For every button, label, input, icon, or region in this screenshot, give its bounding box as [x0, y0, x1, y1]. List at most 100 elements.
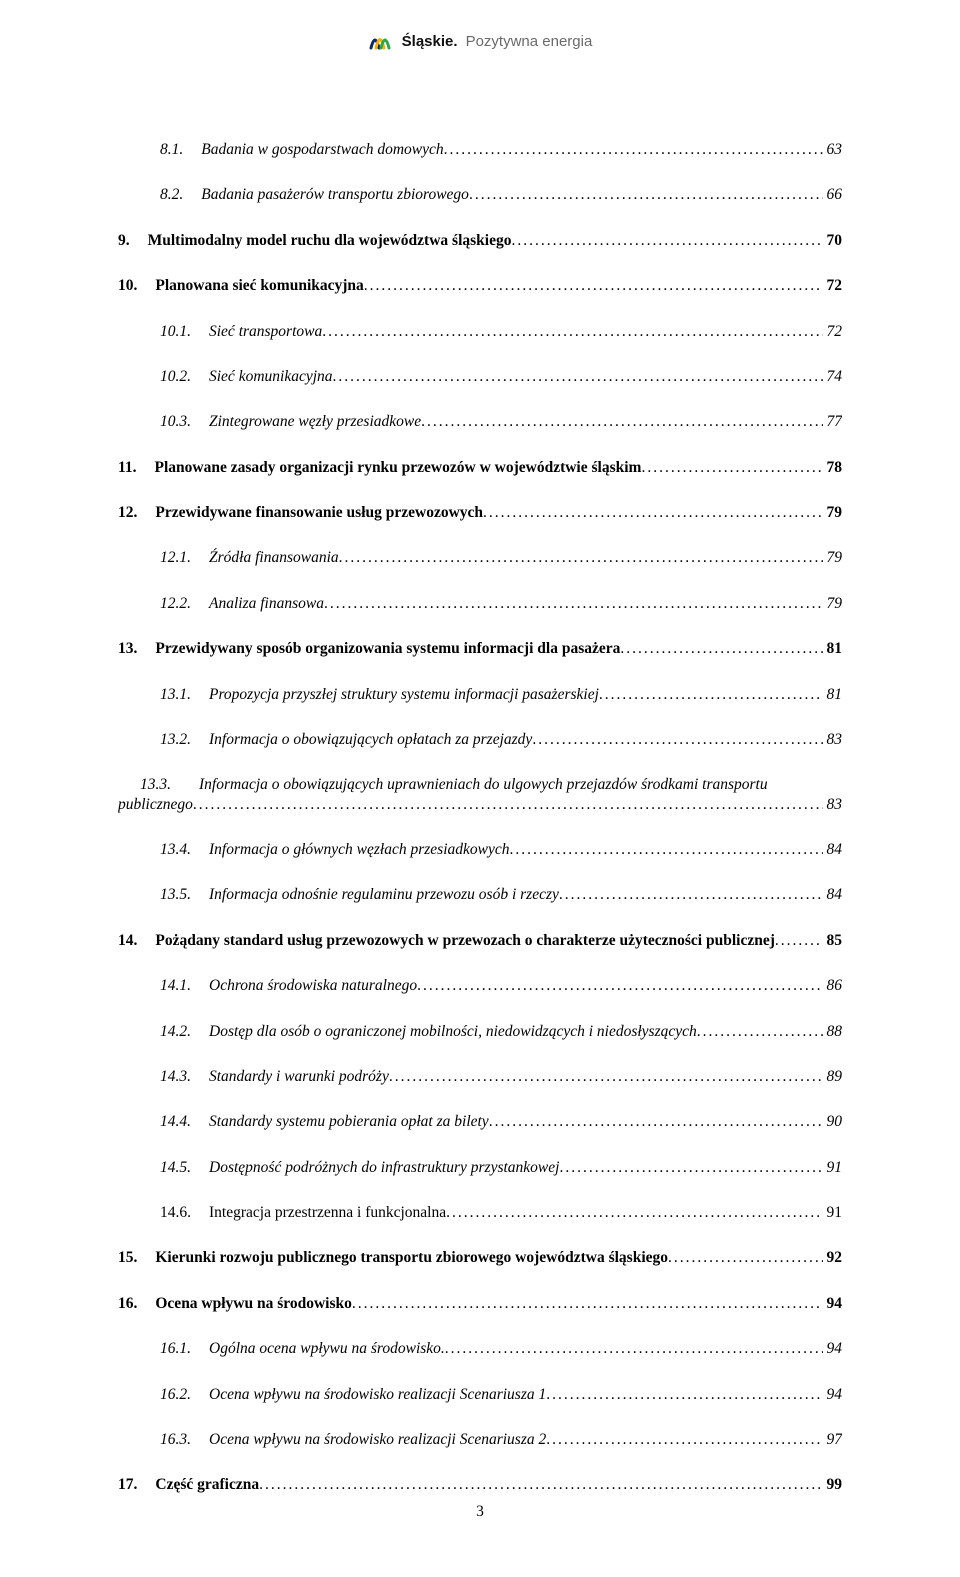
toc-page: 94 [823, 1385, 843, 1404]
toc-page: 89 [823, 1067, 843, 1086]
toc-number: 14.1. [160, 976, 209, 995]
toc-title: Zintegrowane węzły przesiadkowe [209, 412, 421, 431]
toc-number: 13.4. [160, 840, 209, 859]
toc-leader [559, 1158, 822, 1177]
toc-entry: 14.3.Standardy i warunki podróży89 [118, 1067, 842, 1086]
toc-number: 11. [118, 458, 155, 477]
toc-title: Dostępność podróżnych do infrastruktury … [209, 1158, 559, 1177]
toc-title: Informacja odnośnie regulaminu przewozu … [209, 885, 559, 904]
toc-page: 74 [823, 367, 843, 386]
toc-entry: 14.5.Dostępność podróżnych do infrastruk… [118, 1158, 842, 1177]
toc-number: 15. [118, 1248, 155, 1267]
toc-number: 10.2. [160, 367, 209, 386]
toc-leader [352, 1294, 823, 1313]
toc-number: 10.1. [160, 322, 209, 341]
toc-number: 17. [118, 1475, 155, 1494]
toc-page: 97 [823, 1430, 843, 1449]
toc-leader [532, 730, 822, 749]
toc-entry: 16.3.Ocena wpływu na środowisko realizac… [118, 1430, 842, 1449]
toc-leader [668, 1248, 822, 1267]
toc-leader [444, 140, 823, 159]
toc-container: 8.1.Badania w gospodarstwach domowych638… [0, 54, 960, 1495]
toc-page: 72 [823, 322, 843, 341]
toc-entry: 10.1.Sieć transportowa72 [118, 322, 842, 341]
toc-entry: 16.Ocena wpływu na środowisko94 [118, 1294, 842, 1313]
toc-number: 8.1. [160, 140, 201, 159]
toc-number: 14.6. [160, 1203, 209, 1222]
toc-entry: 13.4.Informacja o głównych węzłach przes… [118, 840, 842, 859]
toc-title: Informacja o obowiązujących opłatach za … [209, 730, 532, 749]
toc-page: 83 [823, 730, 843, 749]
toc-page: 79 [823, 594, 843, 613]
toc-title: Źródła finansowania [209, 548, 339, 567]
toc-entry: 14.4.Standardy systemu pobierania opłat … [118, 1112, 842, 1131]
toc-number: 14. [118, 931, 155, 950]
toc-entry: 13.1.Propozycja przyszłej struktury syst… [118, 685, 842, 704]
toc-leader [599, 685, 823, 704]
toc-leader [445, 1339, 823, 1358]
toc-title: Ocena wpływu na środowisko [155, 1294, 352, 1313]
toc-number: 13.3. [140, 775, 199, 794]
toc-number: 12.2. [160, 594, 209, 613]
toc-leader [339, 548, 823, 567]
toc-leader [421, 412, 822, 431]
toc-title: Pożądany standard usług przewozowych w p… [155, 931, 775, 950]
toc-leader [193, 795, 823, 814]
toc-number: 8.2. [160, 185, 201, 204]
toc-leader [511, 231, 822, 250]
toc-number: 10.3. [160, 412, 209, 431]
toc-number: 10. [118, 276, 155, 295]
page-header: Śląskie. Pozytywna energia [0, 0, 960, 54]
toc-page: 63 [823, 140, 843, 159]
page-number: 3 [0, 1503, 960, 1521]
toc-title: Standardy i warunki podróży [209, 1067, 389, 1086]
toc-number: 12.1. [160, 548, 209, 567]
toc-entry: 12.2.Analiza finansowa 79 [118, 594, 842, 613]
toc-leader [259, 1475, 822, 1494]
toc-number: 16.3. [160, 1430, 209, 1449]
toc-page: 66 [823, 185, 843, 204]
toc-leader [697, 1022, 823, 1041]
toc-page: 79 [823, 548, 843, 567]
toc-entry: 14.1.Ochrona środowiska naturalnego86 [118, 976, 842, 995]
toc-title: Przewidywane finansowanie usług przewozo… [155, 503, 483, 522]
toc-title: Ochrona środowiska naturalnego [209, 976, 417, 995]
toc-title: Standardy systemu pobierania opłat za bi… [209, 1112, 489, 1131]
toc-page: 72 [823, 276, 843, 295]
toc-entry: 10.3.Zintegrowane węzły przesiadkowe 77 [118, 412, 842, 431]
toc-title: Informacja o głównych węzłach przesiadko… [209, 840, 509, 859]
toc-leader [333, 367, 823, 386]
toc-leader [324, 594, 823, 613]
toc-leader [469, 185, 823, 204]
toc-number: 14.4. [160, 1112, 209, 1131]
toc-leader [641, 458, 822, 477]
toc-page: 79 [823, 503, 843, 522]
toc-entry: 11.Planowane zasady organizacji rynku pr… [118, 458, 842, 477]
toc-number: 16.1. [160, 1339, 209, 1358]
toc-entry: 17.Część graficzna99 [118, 1475, 842, 1494]
toc-title: Analiza finansowa [209, 594, 324, 613]
toc-entry: 12.1.Źródła finansowania 79 [118, 548, 842, 567]
brand-logo-icon [368, 28, 394, 54]
toc-leader [417, 976, 822, 995]
toc-leader [483, 503, 822, 522]
toc-page: 81 [823, 639, 843, 658]
toc-title: Ocena wpływu na środowisko realizacji Sc… [209, 1385, 546, 1404]
toc-entry: 13.3.Informacja o obowiązujących uprawni… [118, 775, 842, 814]
toc-entry: 16.1.Ogólna ocena wpływu na środowisko.9… [118, 1339, 842, 1358]
toc-page: 77 [823, 412, 843, 431]
toc-leader [322, 322, 822, 341]
toc-title: Badania w gospodarstwach domowych [201, 140, 443, 159]
toc-title: Planowana sieć komunikacyjna [155, 276, 363, 295]
toc-title: Przewidywany sposób organizowania system… [155, 639, 620, 658]
toc-entry: 8.1.Badania w gospodarstwach domowych 63 [118, 140, 842, 159]
toc-entry: 10.Planowana sieć komunikacyjna 72 [118, 276, 842, 295]
toc-entry: 13.5.Informacja odnośnie regulaminu prze… [118, 885, 842, 904]
brand-name: Śląskie. [402, 33, 458, 50]
toc-page: 85 [823, 931, 843, 950]
toc-title: Multimodalny model ruchu dla województwa… [148, 231, 512, 250]
toc-entry: 9.Multimodalny model ruchu dla województ… [118, 231, 842, 250]
toc-page: 70 [823, 231, 843, 250]
toc-entry: 14.2.Dostęp dla osób o ograniczonej mobi… [118, 1022, 842, 1041]
toc-entry: 13.2.Informacja o obowiązujących opłatac… [118, 730, 842, 749]
